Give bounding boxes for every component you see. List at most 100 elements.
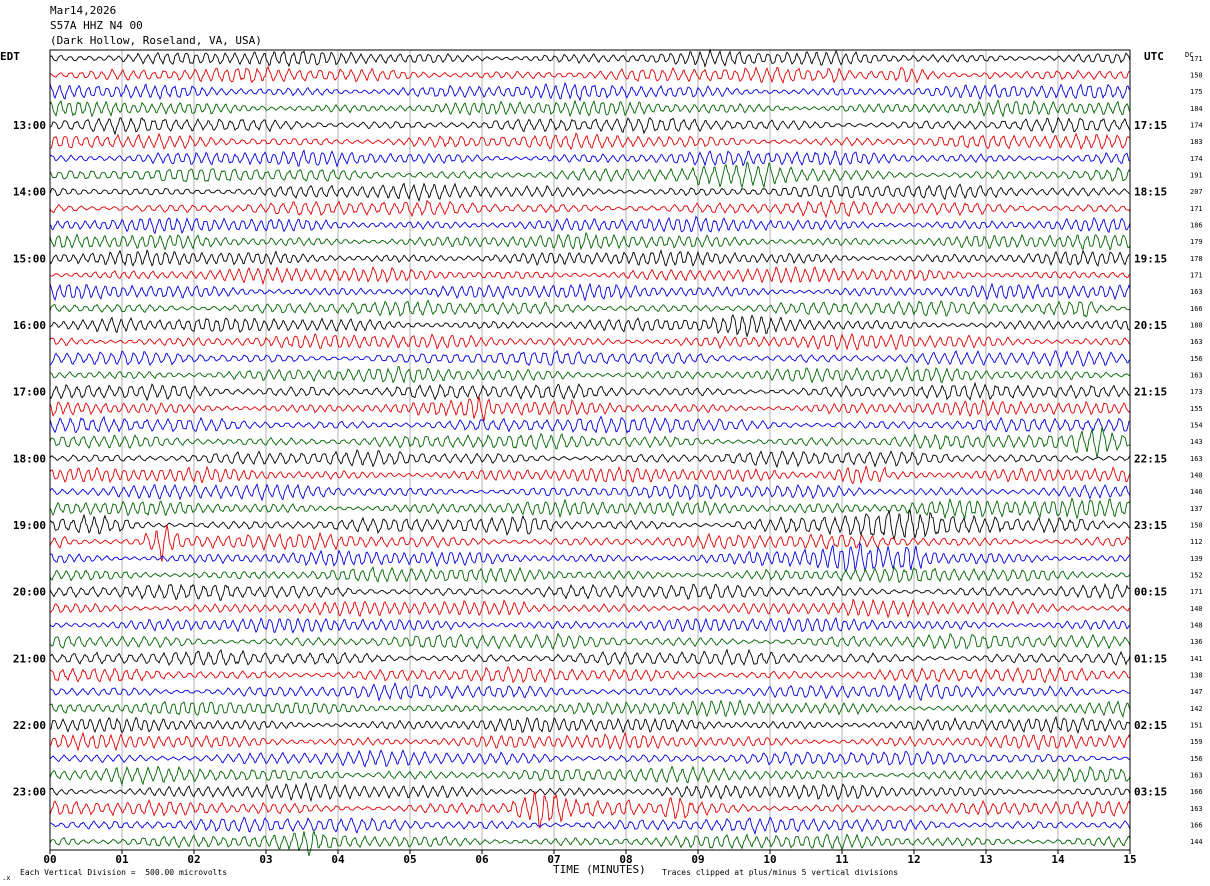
seismic-trace <box>49 299 1131 318</box>
left-hour-label: 18:00 <box>13 452 46 465</box>
dc-offset-label: 163 <box>1190 288 1203 296</box>
dc-offset-label: 154 <box>1190 422 1203 430</box>
left-hour-label: 13:00 <box>13 119 46 132</box>
dc-offset-label: 186 <box>1190 222 1203 230</box>
x-tick-label: 07 <box>547 853 560 866</box>
seismic-trace <box>49 182 1131 203</box>
dc-offset-label: 184 <box>1190 105 1203 113</box>
right-hour-label: 01:15 <box>1134 652 1167 665</box>
seismic-trace <box>49 791 1131 829</box>
seismic-trace <box>49 765 1131 787</box>
dc-offset-label: 155 <box>1190 405 1203 413</box>
dc-offset-label: 163 <box>1190 455 1203 463</box>
dc-offset-label: 207 <box>1190 188 1203 196</box>
dc-offset-label: 166 <box>1190 822 1203 830</box>
dc-offset-label: 139 <box>1190 555 1203 563</box>
seismic-trace <box>49 415 1131 434</box>
footer-scale-note: Each Vertical Division = 500.00 microvol… <box>20 868 227 877</box>
seismic-trace <box>49 349 1131 368</box>
x-tick-label: 02 <box>187 853 200 866</box>
dc-offset-label: 163 <box>1190 338 1203 346</box>
dc-offset-label: 174 <box>1190 155 1203 163</box>
dc-offset-label: 159 <box>1190 738 1203 746</box>
right-hour-label: 00:15 <box>1134 586 1167 599</box>
dc-offset-label: 163 <box>1190 805 1203 813</box>
dc-offset-label: 152 <box>1190 572 1203 580</box>
dc-offset-label: 137 <box>1190 505 1203 513</box>
x-tick-label: 13 <box>979 853 992 866</box>
left-hour-label: 16:00 <box>13 319 46 332</box>
dc-offset-label: 144 <box>1190 838 1203 846</box>
dc-offset-label: 173 <box>1190 388 1203 396</box>
right-hour-label: 19:15 <box>1134 252 1167 265</box>
left-hour-label: 15:00 <box>13 252 46 265</box>
seismic-trace <box>49 483 1131 502</box>
dc-offset-label: 146 <box>1190 488 1203 496</box>
dc-offset-label: 178 <box>1190 255 1203 263</box>
seismic-trace <box>49 565 1131 584</box>
grid-lines <box>49 50 1131 854</box>
dc-offset-label: 156 <box>1190 355 1203 363</box>
seismic-trace <box>49 282 1131 302</box>
seismic-trace <box>49 632 1131 650</box>
dc-offset-label: 180 <box>1190 322 1203 330</box>
x-tick-label: 14 <box>1051 853 1065 866</box>
seismic-trace <box>49 161 1131 189</box>
dc-offset-label: 175 <box>1190 88 1203 96</box>
seismic-trace <box>49 199 1131 219</box>
dc-offset-label: 163 <box>1190 772 1203 780</box>
x-tick-label: 12 <box>907 853 920 866</box>
left-hour-label: 22:00 <box>13 719 46 732</box>
x-tick-label: 01 <box>115 853 129 866</box>
left-hour-label: 19:00 <box>13 519 46 532</box>
x-tick-label: 09 <box>691 853 704 866</box>
dc-offset-label: 166 <box>1190 305 1203 313</box>
seismic-trace <box>49 215 1131 235</box>
seismic-trace <box>49 82 1131 102</box>
seismic-trace <box>49 231 1131 251</box>
seismic-trace <box>49 648 1131 667</box>
seismic-trace <box>49 699 1131 718</box>
seismic-trace <box>49 48 1131 68</box>
x-tick-label: 03 <box>259 853 272 866</box>
dc-offset-label: 112 <box>1190 538 1203 546</box>
left-hour-label: 14:00 <box>13 186 46 199</box>
x-tick-label: 11 <box>835 853 849 866</box>
dc-offset-label: 171 <box>1190 588 1203 596</box>
x-tick-label: 04 <box>331 853 345 866</box>
dc-label: DC <box>1185 51 1193 59</box>
right-hour-label: 21:15 <box>1134 386 1167 399</box>
seismic-trace <box>49 715 1131 735</box>
seismic-trace <box>49 66 1131 85</box>
seismic-trace <box>49 829 1131 856</box>
seismic-trace <box>49 816 1131 836</box>
dc-offset-label: 166 <box>1190 788 1203 796</box>
seismic-trace <box>49 449 1131 469</box>
dc-offset-label: 150 <box>1190 72 1203 80</box>
seismic-trace <box>49 541 1131 573</box>
dc-offset-label: 174 <box>1190 122 1203 130</box>
seismic-trace <box>49 332 1131 351</box>
seismic-trace <box>49 396 1131 422</box>
seismic-trace <box>49 731 1131 752</box>
x-tick-label: 05 <box>403 853 416 866</box>
dc-offset-label: 143 <box>1190 438 1203 446</box>
corner-mark: .x <box>2 874 10 882</box>
right-hour-label: 22:15 <box>1134 452 1167 465</box>
seismic-trace <box>49 314 1131 338</box>
dc-offset-label: 191 <box>1190 172 1203 180</box>
seismic-trace <box>49 665 1131 684</box>
dc-offset-label: 151 <box>1190 722 1203 730</box>
dc-offset-label: 179 <box>1190 238 1203 246</box>
left-hour-label: 20:00 <box>13 586 46 599</box>
right-hour-label: 18:15 <box>1134 186 1167 199</box>
seismic-trace <box>49 381 1131 402</box>
left-timezone-label: EDT <box>0 50 20 63</box>
dc-offset-label: 183 <box>1190 138 1203 146</box>
x-tick-label: 15 <box>1123 853 1136 866</box>
seismic-trace <box>49 524 1131 562</box>
header-location: (Dark Hollow, Roseland, VA, USA) <box>50 34 262 47</box>
seismic-trace <box>49 465 1131 485</box>
seismic-trace <box>49 149 1131 168</box>
